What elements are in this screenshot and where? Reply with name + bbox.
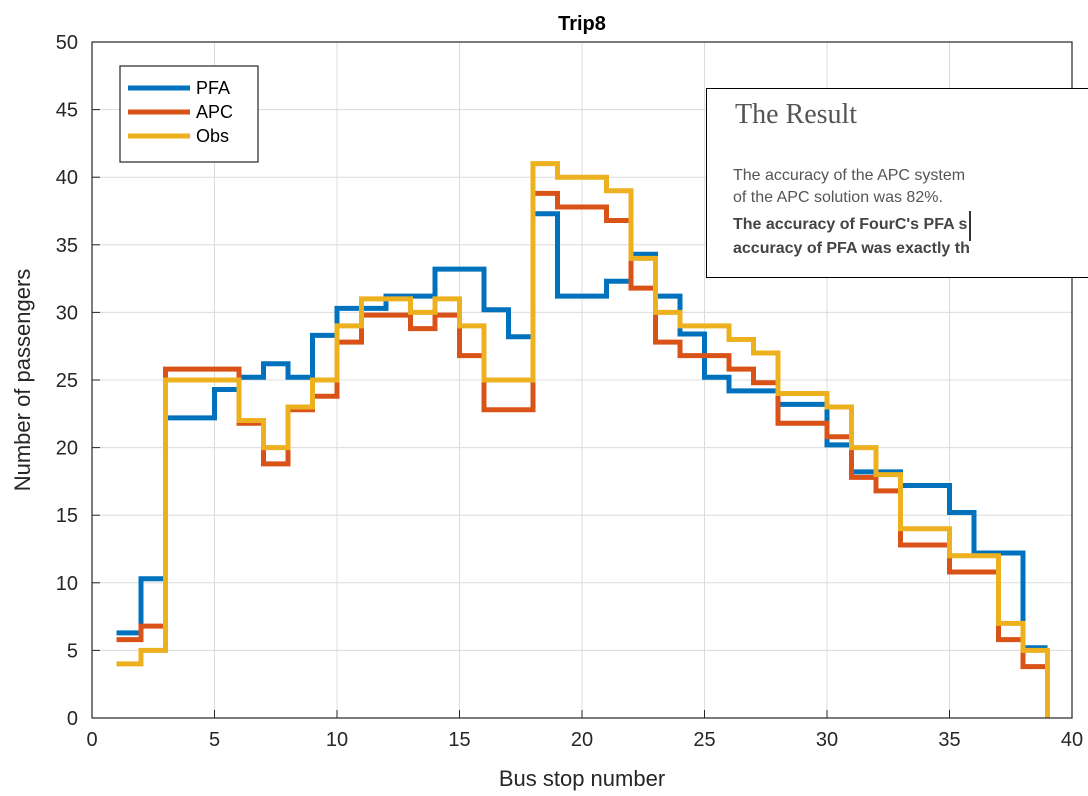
x-tick-label: 0	[86, 729, 97, 751]
y-tick-label: 20	[56, 438, 78, 460]
y-tick-label: 25	[56, 370, 78, 392]
y-tick-label: 40	[56, 167, 78, 189]
x-tick-label: 35	[938, 729, 960, 751]
x-tick-label: 5	[209, 729, 220, 751]
y-tick-label: 50	[56, 32, 78, 54]
legend-label-pfa: PFA	[196, 78, 230, 98]
ticks: 0 5 10 15 20 25 30 35 40 0 5 10 15 20 25 30 35 40 45 50	[56, 32, 1083, 751]
y-tick-label: 15	[56, 505, 78, 527]
legend-label-obs: Obs	[196, 126, 229, 146]
y-tick-label: 45	[56, 100, 78, 122]
x-tick-label: 30	[816, 729, 838, 751]
popup-paragraph-2-line-2: accuracy of PFA was exactly th	[733, 240, 970, 257]
y-tick-label: 0	[67, 708, 78, 730]
x-tick-label: 20	[571, 729, 593, 751]
x-tick-label: 25	[693, 729, 715, 751]
popup-paragraph-1-line-1: The accuracy of the APC system	[733, 167, 966, 184]
series-line-obs	[116, 161, 1050, 718]
popup-paragraph-2-line-1: The accuracy of FourC's PFA s	[733, 216, 968, 233]
x-axis-label: Bus stop number	[499, 766, 665, 791]
popup-paragraph-1-line-2: of the APC solution was 82%.	[733, 189, 943, 206]
y-tick-label: 35	[56, 235, 78, 257]
series-line-pfa	[116, 211, 1048, 651]
y-tick-label: 5	[67, 640, 78, 662]
y-axis-label: Number of passengers	[10, 269, 35, 492]
text-caret	[969, 211, 971, 241]
x-tick-label: 10	[326, 729, 348, 751]
x-tick-label: 40	[1061, 729, 1083, 751]
x-tick-label: 15	[448, 729, 470, 751]
popup-title: The Result	[735, 99, 858, 130]
legend: PFA APC Obs	[119, 65, 259, 163]
series-line-apc	[116, 190, 1048, 670]
popup-paragraph-1: The accuracy of the APC system of the AP…	[733, 165, 965, 209]
y-tick-label: 30	[56, 302, 78, 324]
legend-label-apc: APC	[196, 102, 233, 122]
series-group	[116, 161, 1050, 718]
result-popup: The Result The accuracy of the APC syste…	[706, 88, 1088, 278]
y-tick-label: 10	[56, 573, 78, 595]
chart-title: Trip8	[558, 13, 606, 35]
